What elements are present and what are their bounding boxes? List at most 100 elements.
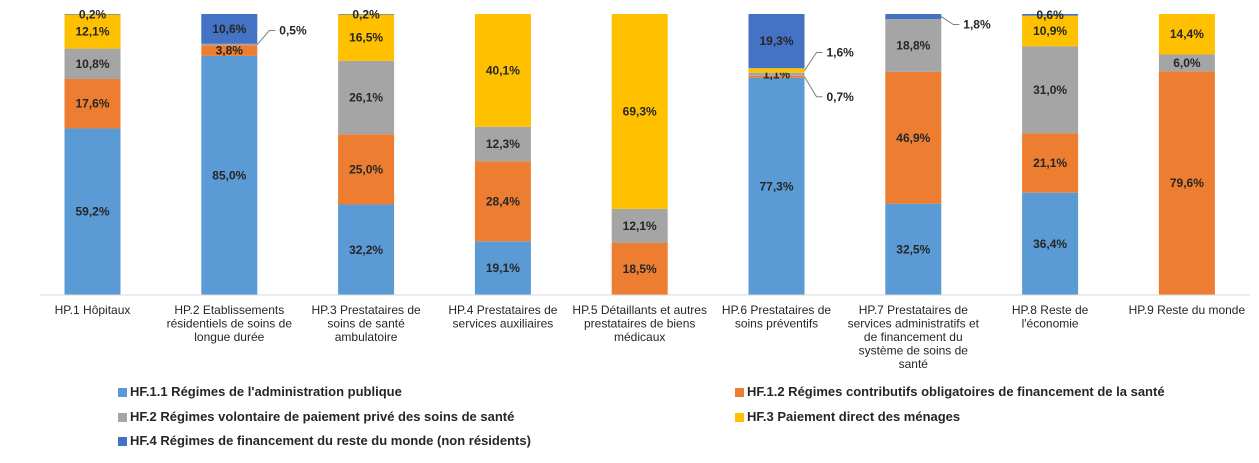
data-label: 32,5% <box>896 242 930 256</box>
bar-segment <box>1158 71 1215 295</box>
leader-line <box>941 16 960 26</box>
bar-segment <box>1158 54 1215 72</box>
bar-segment <box>201 55 258 295</box>
bar-segment <box>474 241 531 295</box>
bar-segment <box>748 72 805 76</box>
leader-line <box>804 76 823 98</box>
data-label: 0,2% <box>79 7 107 21</box>
bar-segment <box>1022 15 1079 47</box>
bar-segment <box>748 68 805 73</box>
legend-label: HF.1.1 Régimes de l'administration publi… <box>130 384 402 399</box>
bar-segment <box>338 14 395 61</box>
bar-segment <box>885 203 942 295</box>
category-label: HP.4 Prestataires de services auxiliaires <box>448 303 557 331</box>
data-label: 17,6% <box>75 97 109 111</box>
legend-label: HF.1.2 Régimes contributifs obligatoires… <box>747 384 1165 399</box>
data-label: 77,3% <box>759 179 793 193</box>
data-label: 18,8% <box>896 38 930 52</box>
leader-line <box>804 51 823 71</box>
bar-segment <box>474 14 531 127</box>
category-labels: HP.1 Hôpitaux HP.2 Etablissements résident… <box>55 303 1246 371</box>
data-label: 36,4% <box>1033 237 1067 251</box>
legend-label: HF.3 Paiement direct des ménages <box>747 409 960 424</box>
data-label: 79,6% <box>1170 176 1204 190</box>
data-label: 6,0% <box>1173 56 1201 70</box>
legend-swatch <box>735 388 744 397</box>
data-label: 10,9% <box>1033 24 1067 38</box>
data-label: 0,2% <box>352 7 380 21</box>
category-label: HP.2 Etablissements résidentiels de soins… <box>167 303 293 344</box>
data-label: 28,4% <box>486 194 520 208</box>
data-label: 19,3% <box>759 34 793 48</box>
bar-segment <box>748 14 805 69</box>
bar-segment <box>611 242 668 295</box>
data-label: 25,0% <box>349 162 383 176</box>
bar-segment <box>474 161 531 242</box>
bar-segment <box>338 204 395 295</box>
bar-segment <box>64 14 121 15</box>
data-label: 0,6% <box>1036 8 1064 22</box>
bar-segment <box>201 45 258 56</box>
bar-segment <box>64 48 121 79</box>
data-label: 85,0% <box>212 168 246 182</box>
bar-segment <box>885 19 942 72</box>
data-label: 69,3% <box>623 104 657 118</box>
leader-line <box>256 30 276 45</box>
legend-label: HF.2 Régimes volontaire de paiement priv… <box>130 409 514 424</box>
bar-segment <box>748 77 805 295</box>
data-label: 32,2% <box>349 243 383 257</box>
bar-segment <box>1022 133 1079 193</box>
bar-segment <box>1022 192 1079 295</box>
data-label: 1,6% <box>827 45 855 59</box>
legend-label: HF.4 Régimes de financement du reste du … <box>130 433 531 448</box>
category-label: HP.9 Reste du monde <box>1129 303 1246 317</box>
category-label: HP.7 Prestataires de services administrat… <box>848 303 980 371</box>
bar-segment <box>748 75 805 78</box>
bar-segment <box>885 14 942 20</box>
bar-segment <box>64 128 121 295</box>
data-label: 0,7% <box>827 90 855 104</box>
legend-swatch <box>118 388 127 397</box>
data-label: 18,5% <box>623 262 657 276</box>
bar-segment <box>201 43 258 46</box>
legend-swatch <box>118 413 127 422</box>
bar-segment <box>338 134 395 205</box>
legend-swatch <box>118 437 127 446</box>
data-label: 0,5% <box>279 24 307 38</box>
bar-segment <box>1158 14 1215 55</box>
data-label: 12,1% <box>623 219 657 233</box>
data-label: 59,2% <box>75 205 109 219</box>
bar-segment <box>64 14 121 49</box>
bar-segment <box>474 126 531 162</box>
category-label: HP.6 Prestataires de soins préventifs <box>722 303 831 331</box>
data-label: 19,1% <box>486 261 520 275</box>
legend: HF.1.1 Régimes de l'administration publi… <box>118 384 1165 448</box>
bar-segment <box>1022 14 1079 16</box>
bar-segment <box>885 71 942 204</box>
data-label: 12,1% <box>75 25 109 39</box>
data-label: 1,8% <box>963 18 991 32</box>
bar-segment <box>611 208 668 243</box>
data-label: 26,1% <box>349 91 383 105</box>
bar-segment <box>338 14 395 15</box>
data-label: 10,6% <box>212 22 246 36</box>
data-label: 14,4% <box>1170 27 1204 41</box>
bar-segment <box>201 14 258 44</box>
data-label: 31,0% <box>1033 83 1067 97</box>
data-label: 12,3% <box>486 137 520 151</box>
data-label: 40,1% <box>486 63 520 77</box>
bar-segment <box>611 14 668 209</box>
category-label: HP.3 Prestataires de soins de santé ambula… <box>312 303 421 344</box>
category-label: HP.5 Détaillants et autres prestataires d… <box>572 303 707 344</box>
data-label: 21,1% <box>1033 156 1067 170</box>
data-label: 46,9% <box>896 131 930 145</box>
bars-group: 59,2% 17,6% 10,8% 12,1% 0,2% 85,0% 3,8% 10,6% 32… <box>64 7 1215 295</box>
data-label: 3,8% <box>216 44 244 58</box>
legend-swatch <box>735 413 744 422</box>
data-label: 10,8% <box>75 57 109 71</box>
callouts-group: 0,5% 0,7% 1,6% 1,8% <box>256 16 991 104</box>
bar-segment <box>1022 46 1079 134</box>
bar-segment <box>64 78 121 129</box>
category-label: HP.8 Reste de l'économie <box>1012 303 1089 331</box>
